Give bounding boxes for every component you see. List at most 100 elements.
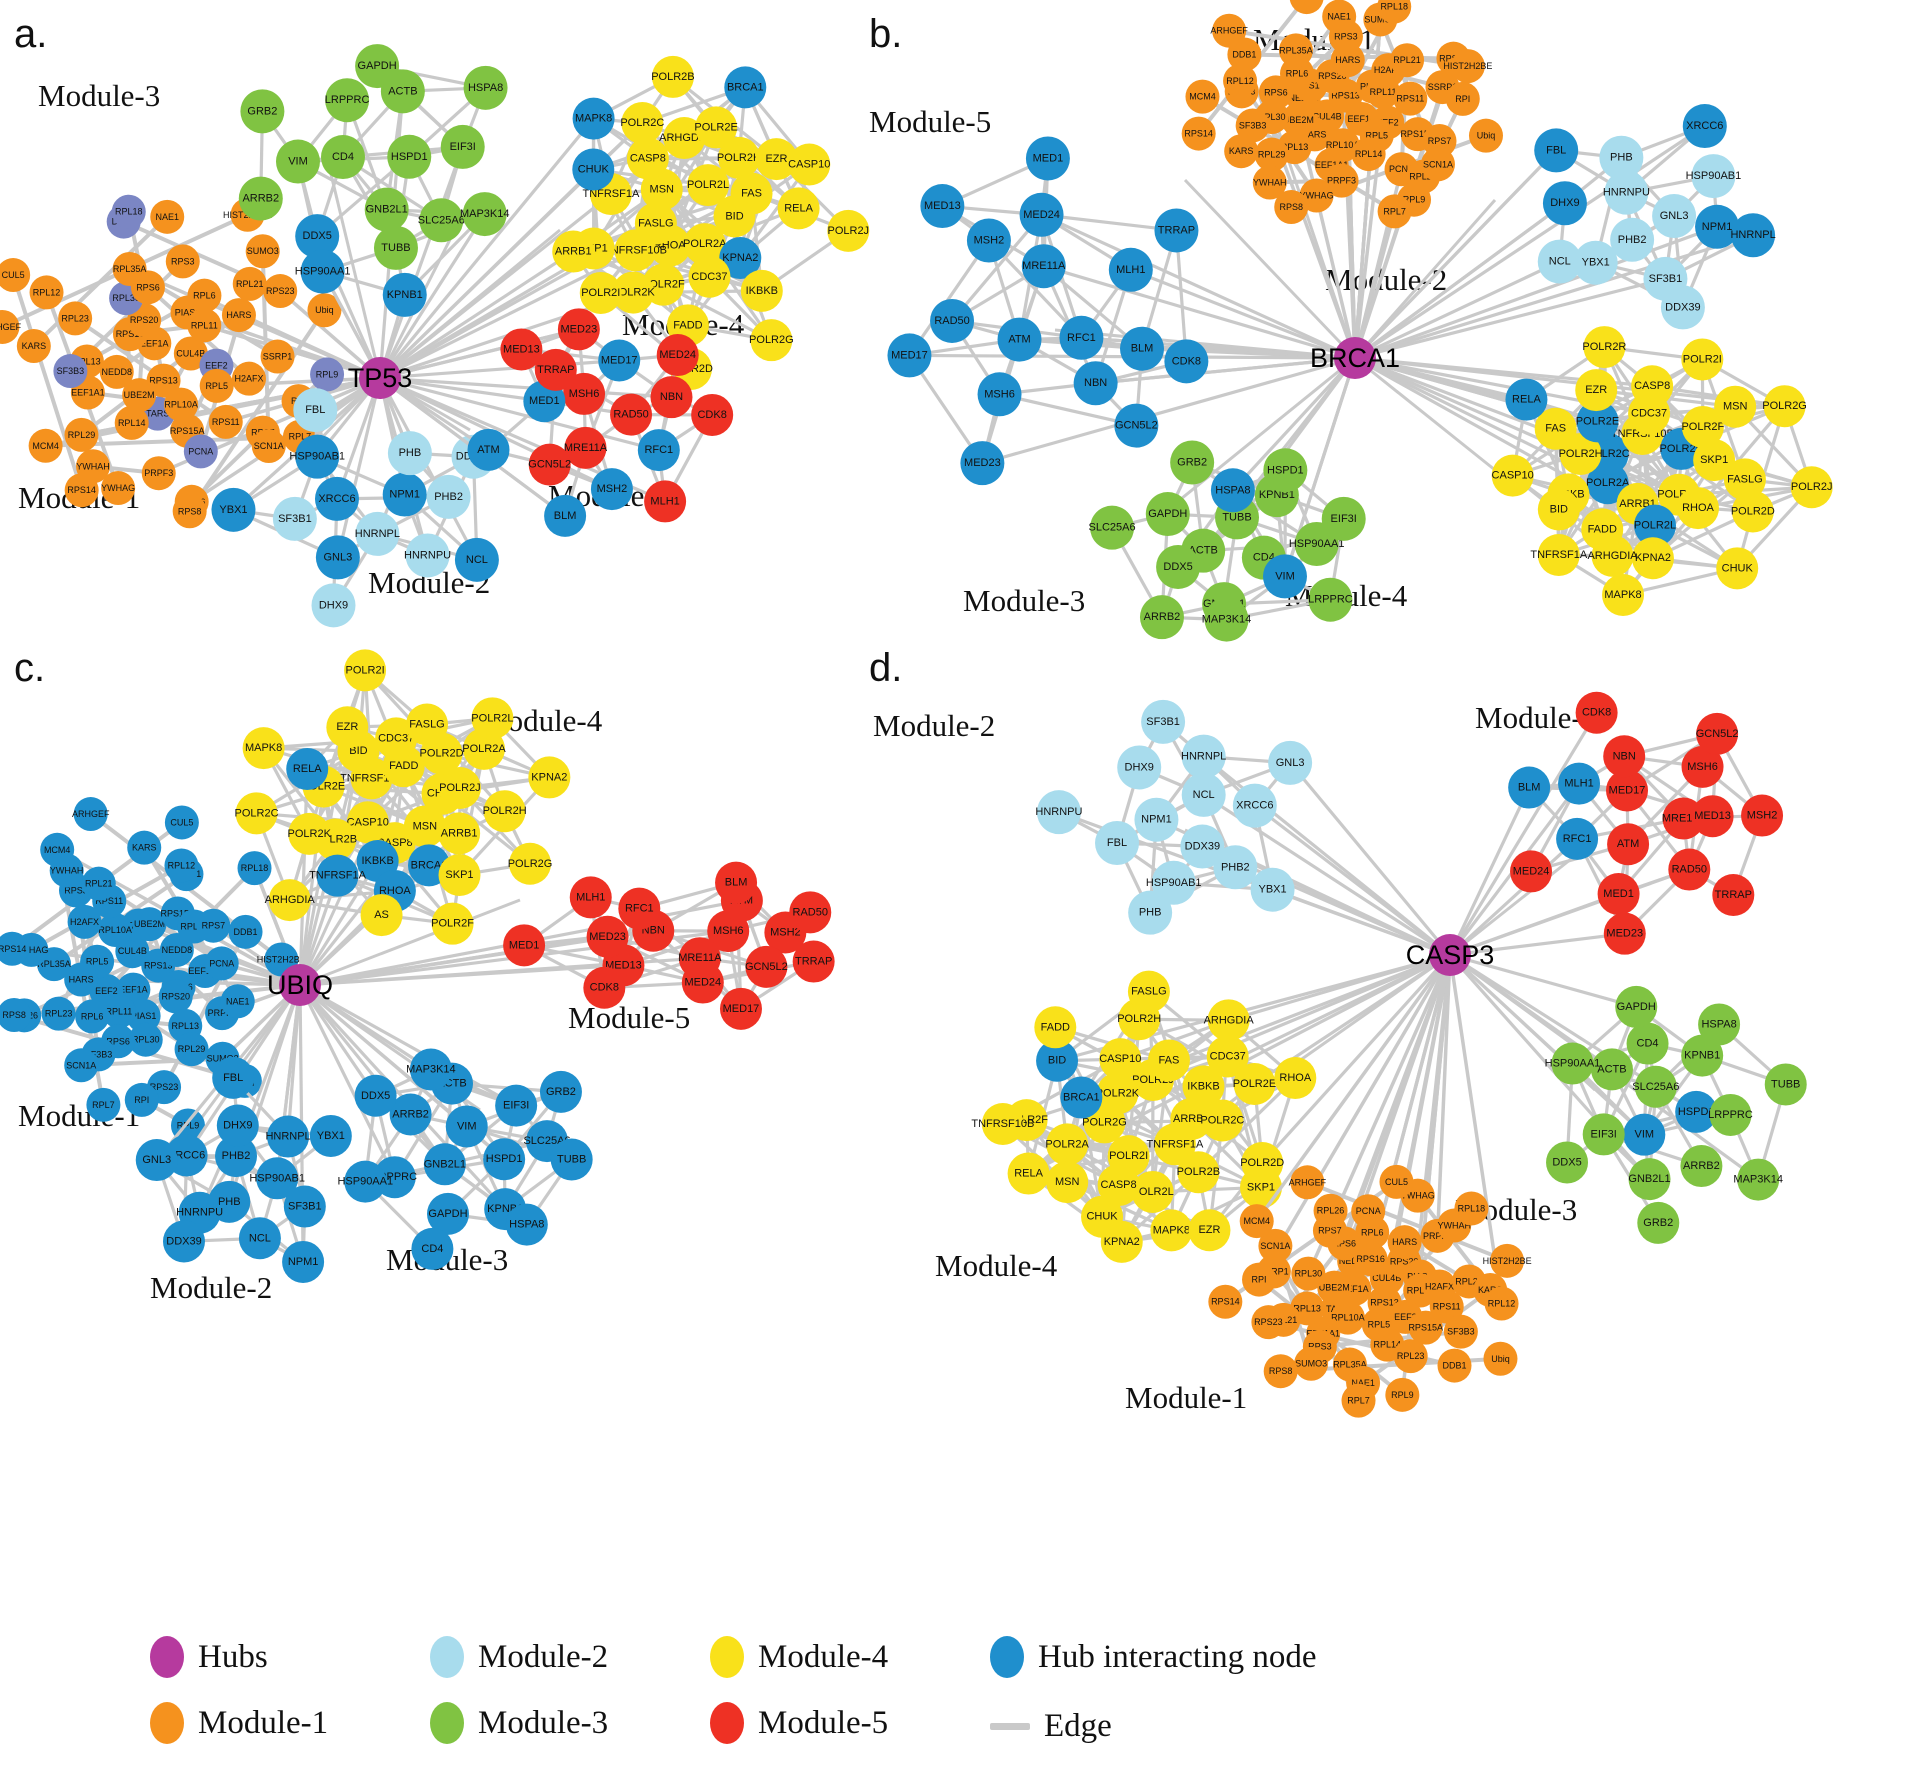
node-circle[interactable] xyxy=(1546,1141,1589,1184)
node-circle[interactable] xyxy=(268,879,311,922)
node-circle[interactable] xyxy=(610,393,653,436)
network-node[interactable]: XRCC6 xyxy=(1232,783,1277,828)
network-node[interactable]: MAPK8 xyxy=(572,97,615,140)
node-circle[interactable] xyxy=(64,1048,99,1083)
network-node[interactable]: CD4 xyxy=(411,1227,454,1270)
node-circle[interactable] xyxy=(471,697,514,740)
network-node[interactable]: GNL3 xyxy=(1268,740,1313,785)
node-circle[interactable] xyxy=(86,1087,121,1122)
node-circle[interactable] xyxy=(238,176,283,221)
network-node[interactable]: RPI xyxy=(1445,81,1480,116)
node-circle[interactable] xyxy=(1291,1256,1326,1291)
network-node[interactable]: SSRP1 xyxy=(260,339,295,374)
network-node[interactable]: ACTB xyxy=(1590,1048,1633,1091)
network-node[interactable]: POLR2F xyxy=(431,902,474,945)
node-circle[interactable] xyxy=(1454,1191,1489,1226)
node-circle[interactable] xyxy=(1660,285,1705,330)
node-circle[interactable] xyxy=(403,805,446,848)
node-circle[interactable] xyxy=(238,1217,281,1260)
network-node[interactable]: RPL21 xyxy=(232,266,267,301)
node-circle[interactable] xyxy=(1108,247,1153,292)
node-circle[interactable] xyxy=(1141,699,1186,744)
network-node[interactable]: NCL xyxy=(238,1217,281,1260)
node-circle[interactable] xyxy=(1025,136,1070,181)
node-circle[interactable] xyxy=(1299,178,1334,213)
node-circle[interactable] xyxy=(1239,1166,1282,1209)
network-node[interactable]: FBL xyxy=(1534,128,1579,173)
node-circle[interactable] xyxy=(1763,385,1806,428)
node-circle[interactable] xyxy=(387,134,432,179)
network-node[interactable]: HSP90AB1 xyxy=(1686,154,1742,199)
node-circle[interactable] xyxy=(612,271,655,314)
node-circle[interactable] xyxy=(1046,1123,1089,1166)
network-node[interactable]: ARRB2 xyxy=(238,176,283,221)
node-circle[interactable] xyxy=(440,124,485,169)
network-node[interactable]: SKP1 xyxy=(438,854,481,897)
network-node[interactable]: CDC37 xyxy=(688,255,731,298)
node-circle[interactable] xyxy=(216,1104,259,1147)
node-circle[interactable] xyxy=(1534,128,1579,173)
node-circle[interactable] xyxy=(173,336,208,371)
node-circle[interactable] xyxy=(1445,81,1480,116)
network-node[interactable]: GRB2 xyxy=(240,89,285,134)
node-circle[interactable] xyxy=(187,308,222,343)
node-circle[interactable] xyxy=(300,249,345,294)
network-node[interactable]: CDK8 xyxy=(691,393,734,436)
node-circle[interactable] xyxy=(346,801,389,844)
network-node[interactable]: DDX5 xyxy=(1546,1141,1589,1184)
node-circle[interactable] xyxy=(977,372,1022,417)
network-node[interactable]: PHB2 xyxy=(1610,217,1655,262)
network-node[interactable]: BID xyxy=(1537,488,1580,531)
node-circle[interactable] xyxy=(316,854,359,897)
network-node[interactable]: GRB2 xyxy=(1170,440,1215,485)
node-circle[interactable] xyxy=(1317,1270,1352,1305)
network-node[interactable]: HNRNPU xyxy=(404,533,451,578)
network-node[interactable]: RPS20 xyxy=(158,979,193,1014)
network-node[interactable]: RELA xyxy=(1007,1152,1050,1195)
network-node[interactable]: Ubiq xyxy=(1468,118,1503,153)
node-circle[interactable] xyxy=(1131,1170,1174,1213)
node-circle[interactable] xyxy=(1505,378,1548,421)
network-node[interactable]: POLR2J xyxy=(1790,466,1833,509)
node-circle[interactable] xyxy=(1250,867,1295,912)
node-circle[interactable] xyxy=(1341,1383,1376,1418)
node-circle[interactable] xyxy=(1097,1164,1140,1207)
node-circle[interactable] xyxy=(1764,1063,1807,1106)
network-node[interactable]: MAP3K14 xyxy=(1733,1158,1783,1201)
node-circle[interactable] xyxy=(1235,108,1270,143)
node-circle[interactable] xyxy=(235,792,278,835)
node-circle[interactable] xyxy=(1634,1065,1677,1108)
network-node[interactable]: RPL12 xyxy=(29,275,64,310)
node-circle[interactable] xyxy=(1429,1289,1464,1324)
network-node[interactable]: MCM4 xyxy=(1185,79,1220,114)
node-circle[interactable] xyxy=(146,363,181,398)
network-node[interactable]: PHB xyxy=(387,431,432,476)
network-node[interactable]: KPNA2 xyxy=(528,756,571,799)
network-node[interactable]: SUMO3 xyxy=(245,234,280,269)
node-circle[interactable] xyxy=(29,275,64,310)
network-node[interactable]: MED17 xyxy=(598,339,641,382)
network-node[interactable]: POLR2I xyxy=(344,649,387,692)
network-node[interactable]: POLR2B xyxy=(651,55,695,98)
node-circle[interactable] xyxy=(579,271,622,314)
network-node[interactable]: GNL3 xyxy=(315,535,360,580)
node-circle[interactable] xyxy=(1490,1243,1525,1278)
node-circle[interactable] xyxy=(730,172,773,215)
node-circle[interactable] xyxy=(1450,49,1485,84)
network-node[interactable]: TUBB xyxy=(373,225,418,270)
node-circle[interactable] xyxy=(204,946,239,981)
network-node[interactable]: GRB2 xyxy=(539,1070,582,1113)
network-node[interactable]: ATM xyxy=(997,317,1042,362)
node-circle[interactable] xyxy=(1177,1151,1220,1194)
network-node[interactable]: HNRNPU xyxy=(1035,790,1083,835)
network-node[interactable]: SUMO3 xyxy=(1294,1346,1329,1381)
node-circle[interactable] xyxy=(1537,488,1580,531)
network-node[interactable]: MED1 xyxy=(503,924,546,967)
node-circle[interactable] xyxy=(651,55,694,98)
network-node[interactable]: NCL xyxy=(1537,239,1582,284)
network-node[interactable]: GCN5L2 xyxy=(1696,712,1739,755)
node-circle[interactable] xyxy=(1484,1286,1519,1321)
node-circle[interactable] xyxy=(563,372,606,415)
network-node[interactable]: SLC25A6 xyxy=(1089,505,1136,550)
node-circle[interactable] xyxy=(98,912,133,947)
